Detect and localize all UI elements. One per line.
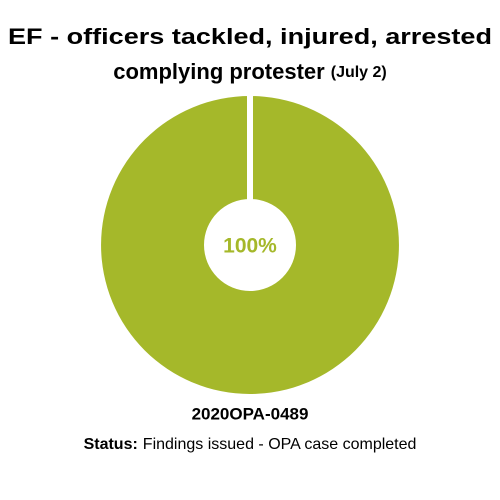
plot: 100% (101, 95, 399, 394)
status-line: Status: Findings issued - OPA case comple… (84, 436, 417, 453)
center-label: 100% (223, 235, 277, 258)
chart-title: complying protester (113, 59, 325, 84)
case-number: 2020OPA-0489 (192, 404, 309, 423)
status-label: Status: (84, 436, 138, 453)
status-text: Findings issued - OPA case completed (143, 436, 417, 453)
donut-slice (101, 96, 399, 394)
chart-title: EF - officers tackled, injured, arrested (8, 24, 492, 49)
chart-title-note: (July 2) (331, 64, 387, 81)
chart-title-line: complying protester (July 2) (113, 59, 387, 84)
